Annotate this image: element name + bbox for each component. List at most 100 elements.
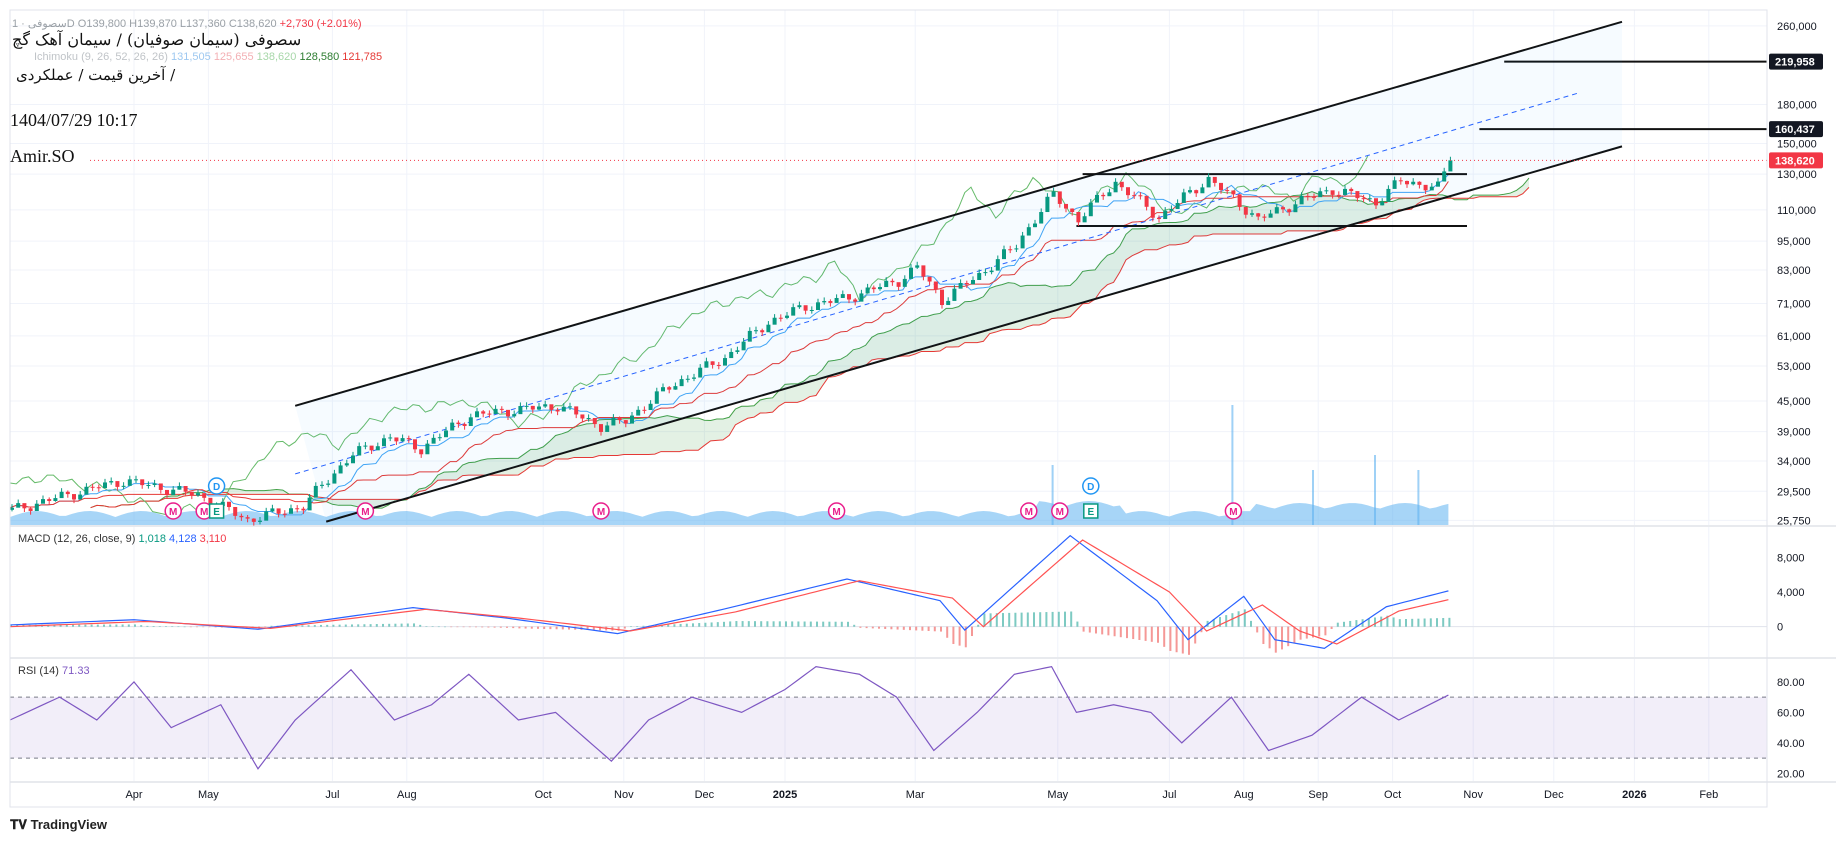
candle-body <box>977 273 982 280</box>
time-tick-label: Feb <box>1699 789 1718 801</box>
candle-body <box>1150 206 1155 218</box>
macd-histogram-bar <box>896 626 899 630</box>
ichimoku-cloud <box>9 155 1530 519</box>
macd-histogram-bar <box>84 624 87 627</box>
candle-body <box>189 491 194 496</box>
macd-histogram-bar <box>1330 626 1333 630</box>
price-axis[interactable]: 260,000 180,000 150,000 130,000 110,000 95,00… <box>1769 21 1823 781</box>
candle-body <box>785 315 789 318</box>
candle-body <box>363 445 368 447</box>
macd-histogram-bar <box>140 625 143 627</box>
time-axis[interactable]: Apr May Jul Aug Oct Nov Dec 2025 Mar May Jul Aug Sep… <box>125 789 1718 801</box>
macd-histogram-bar <box>1026 612 1029 627</box>
rsi-line <box>9 665 1449 770</box>
price-tick-label: 53,000 <box>1777 361 1811 373</box>
candle-body <box>580 414 585 419</box>
macd-histogram-bar <box>1014 612 1017 627</box>
macd-histogram-bar <box>716 622 719 627</box>
price-tick-label: 71,000 <box>1777 298 1811 310</box>
candle-body <box>1293 204 1298 213</box>
candle-body <box>1231 190 1236 195</box>
candle-body <box>673 386 678 390</box>
macd-histogram-bar <box>332 624 335 627</box>
candle-body <box>84 486 89 495</box>
candle-body <box>822 301 827 303</box>
macd-histogram-bar <box>1349 620 1352 627</box>
candle-body <box>96 487 101 489</box>
macd-histogram-bar <box>1287 626 1290 647</box>
candle-body <box>493 408 498 415</box>
macd-histogram-bar <box>1231 613 1234 627</box>
candle-body <box>289 508 293 514</box>
candle-body <box>1361 198 1366 200</box>
macd-histogram-bar <box>1119 626 1122 638</box>
candle-body <box>1374 198 1378 206</box>
price-marker-label: 138,620 <box>1775 155 1815 167</box>
price-marker-box <box>1769 121 1823 138</box>
tradingview-logo[interactable]: 𝐓𝐕 TradingView <box>10 817 107 833</box>
candle-body <box>555 409 560 412</box>
candle-body <box>1101 194 1106 197</box>
ichimoku-legend: Ichimoku (9, 26, 52, 26, 26) 131,505 125… <box>34 51 382 63</box>
macd-histogram-bar <box>388 623 391 627</box>
rsi-tick-label: 40.00 <box>1777 738 1805 750</box>
macd-histogram-bar <box>158 626 161 627</box>
candle-body <box>1033 223 1037 228</box>
channel-trendline <box>325 145 1623 523</box>
channel-lines[interactable] <box>294 20 1767 523</box>
macd-histogram-bar <box>1380 616 1383 627</box>
symbol-label: سصوفی · 1D <box>12 18 75 30</box>
candle-body <box>165 489 169 496</box>
macd-histogram-bar <box>933 626 936 632</box>
candle-body <box>902 278 907 287</box>
candle-body <box>338 465 343 474</box>
time-tick-label: Jul <box>325 789 339 801</box>
rsi-pane <box>9 665 1767 770</box>
candle-body <box>326 483 331 485</box>
macd-histogram-bar <box>878 626 880 629</box>
candle-body <box>1113 181 1118 193</box>
macd-histogram-bar <box>214 626 217 628</box>
earnings-marker-label: M <box>169 507 177 518</box>
candles <box>10 156 1767 526</box>
macd-histogram-bar <box>952 626 955 644</box>
event-markers[interactable]: M M EDM M M M M EDM <box>164 477 1243 520</box>
macd-histogram-bar <box>791 621 794 627</box>
candle-body <box>704 361 709 368</box>
candle-body <box>1144 195 1149 207</box>
macd-histogram-bar <box>555 626 558 630</box>
candle-body <box>1014 248 1019 250</box>
macd-histogram-bar <box>307 625 310 627</box>
earnings-marker-label: M <box>1229 507 1237 518</box>
macd-histogram-bar <box>698 623 701 627</box>
macd-histogram-bar <box>623 626 626 629</box>
macd-histogram-bar <box>1045 612 1048 627</box>
macd-histogram-bar <box>1095 626 1097 634</box>
candle-body <box>828 301 833 303</box>
ohlc-values: O139,800 H139,870 L137,360 C138,620 <box>77 18 277 30</box>
macd-histogram-bar <box>196 626 198 628</box>
macd-histogram-bar <box>946 626 949 638</box>
candle-body <box>933 281 938 290</box>
macd-histogram-bar <box>995 613 998 627</box>
macd-histogram-bar <box>444 626 446 628</box>
channel-trendline <box>294 20 1623 407</box>
macd-histogram-bar <box>586 626 589 630</box>
price-marker-label: 160,437 <box>1775 124 1815 136</box>
tv-logo-icon: 𝐓𝐕 <box>10 817 31 832</box>
volume-spike <box>1312 470 1314 525</box>
candle-body <box>1324 190 1329 192</box>
macd-histogram-bar <box>710 622 713 627</box>
macd-histogram-bar <box>338 624 341 627</box>
macd-histogram-bar <box>754 621 756 627</box>
macd-histogram-bar <box>90 624 93 627</box>
candle-body <box>561 406 566 412</box>
earnings-marker-icon <box>827 502 846 520</box>
pane-borders <box>9 9 1836 808</box>
candle-body <box>177 486 182 490</box>
macd-histogram-bar <box>1429 618 1432 627</box>
candle-body <box>1057 191 1062 204</box>
macd-histogram-bar <box>673 624 676 627</box>
candle-body <box>183 486 188 492</box>
